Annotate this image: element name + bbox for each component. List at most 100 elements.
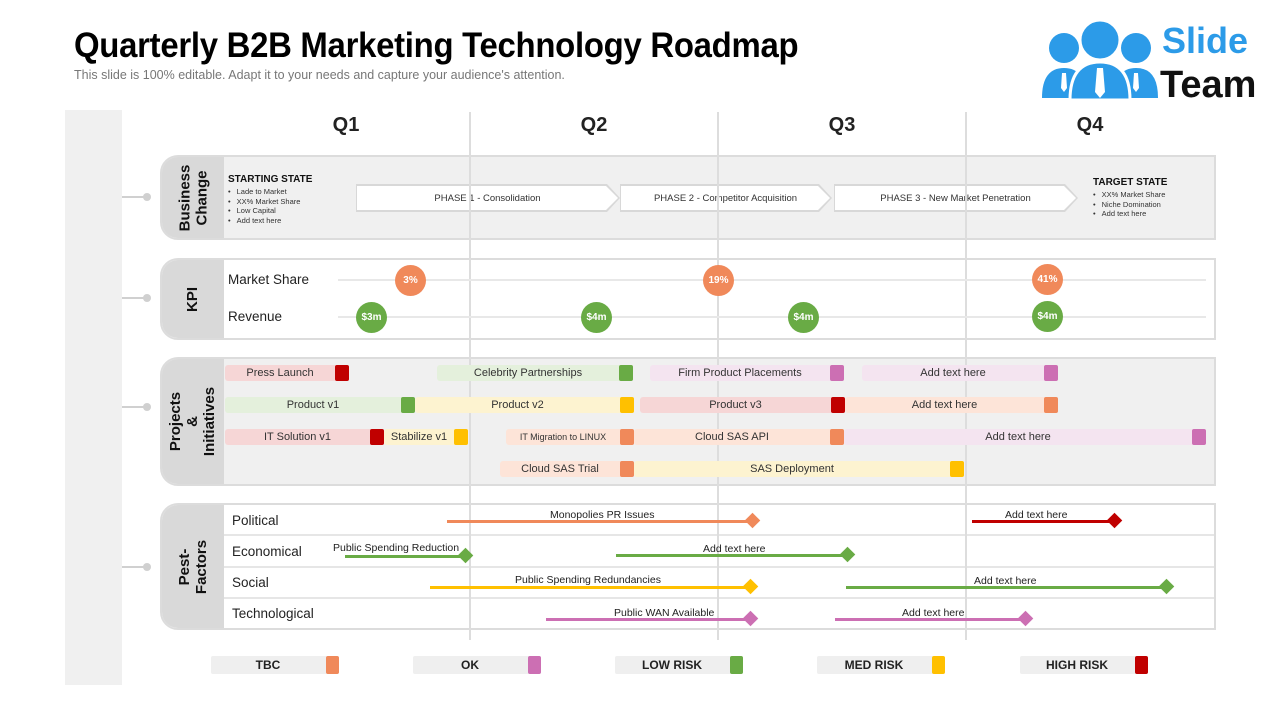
pest-row-economical: [224, 537, 1214, 568]
quarter-header-q3: Q3: [828, 114, 856, 136]
kpi-bubble-market-share: 3%: [395, 265, 426, 296]
project-bar[interactable]: Add text here: [862, 365, 1058, 381]
pest-timeline[interactable]: [835, 610, 1034, 627]
section-label-projects: Projects & Initiatives: [162, 359, 224, 484]
pest-item-label: Add text here: [1005, 509, 1068, 521]
status-tbc: [620, 461, 634, 477]
legend-med-risk: MED RISK: [817, 656, 945, 674]
status-tbc: [830, 429, 844, 445]
starting-state-title: STARTING STATE: [228, 174, 313, 185]
project-bar[interactable]: Firm Product Placements: [650, 365, 844, 381]
quarter-header-q1: Q1: [332, 114, 360, 136]
kpi-label-revenue: Revenue: [228, 309, 283, 324]
status-tbc: [620, 429, 634, 445]
kpi-bubble-market-share: 19%: [703, 265, 734, 296]
project-bar[interactable]: IT Solution v1: [225, 429, 384, 445]
project-bar[interactable]: Cloud SAS API: [634, 429, 844, 445]
starting-state-list: Lade to Market XX% Market Share Low Capi…: [228, 187, 312, 225]
phase-3-arrow: PHASE 3 - New Market Penetration: [835, 186, 1076, 210]
legend-swatch: [528, 656, 541, 674]
phase-1-arrow: PHASE 1 - Consolidation: [357, 186, 618, 210]
kpi-track-revenue: [338, 316, 1206, 318]
target-state-title: TARGET STATE: [1093, 177, 1168, 188]
status-low-risk: [401, 397, 415, 413]
phase-2-arrow: PHASE 2 - Competitor Acquisition: [621, 186, 830, 210]
pest-timeline[interactable]: [345, 547, 474, 564]
quarter-header-q4: Q4: [1076, 114, 1104, 136]
pest-timeline[interactable]: [447, 512, 761, 529]
slideteam-logo: Slide Team: [1040, 18, 1270, 106]
legend-tbc: TBC: [211, 656, 339, 674]
pest-label-social: Social: [232, 575, 269, 590]
status-ok: [1044, 365, 1058, 381]
legend-swatch: [1135, 656, 1148, 674]
project-bar[interactable]: Add text here: [844, 429, 1206, 445]
project-bar[interactable]: Product v1: [225, 397, 415, 413]
logo-text-slide: Slide: [1162, 20, 1249, 61]
pest-item-label: Add text here: [902, 607, 965, 619]
status-ok: [1192, 429, 1206, 445]
connector-pest: [122, 563, 151, 571]
pest-row-social: [224, 568, 1214, 599]
starting-state-item: XX% Market Share: [228, 197, 312, 207]
pest-row-political: [224, 505, 1214, 536]
status-med-risk: [454, 429, 468, 445]
connector-projects: [122, 403, 151, 411]
project-bar[interactable]: SAS Deployment: [634, 461, 964, 477]
status-high-risk: [370, 429, 384, 445]
pest-timeline[interactable]: [430, 578, 759, 595]
pest-timeline[interactable]: [616, 546, 856, 563]
project-bar[interactable]: Celebrity Partnerships: [437, 365, 633, 381]
connector-business-change: [122, 193, 151, 201]
kpi-track-market-share: [338, 279, 1206, 281]
pest-item-label: Public Spending Reduction: [333, 542, 460, 554]
kpi-bubble-revenue: $4m: [788, 302, 819, 333]
pest-timeline[interactable]: [546, 610, 759, 627]
status-ok: [830, 365, 844, 381]
connector-kpi: [122, 294, 151, 302]
kpi-bubble-revenue: $4m: [1032, 301, 1063, 332]
legend-low-risk: LOW RISK: [615, 656, 743, 674]
kpi-bubble-market-share: 41%: [1032, 264, 1063, 295]
pest-label-technological: Technological: [232, 606, 314, 621]
team-people-icon: [1042, 18, 1158, 102]
starting-state-item: Add text here: [228, 216, 312, 226]
kpi-label-market-share: Market Share: [228, 272, 310, 287]
target-state-item: Niche Domination: [1093, 200, 1167, 210]
pest-timeline[interactable]: [972, 512, 1123, 529]
section-label-business-change: Business Change: [162, 157, 224, 238]
kpi-bubble-revenue: $3m: [356, 302, 387, 333]
starting-state-item: Lade to Market: [228, 187, 312, 197]
status-high-risk: [335, 365, 349, 381]
target-state-item: Add text here: [1093, 209, 1167, 219]
project-bar[interactable]: Cloud SAS Trial: [500, 461, 634, 477]
starting-state-item: Low Capital: [228, 206, 312, 216]
pest-item-label: Add text here: [703, 543, 766, 555]
project-bar[interactable]: Press Launch: [225, 365, 349, 381]
legend-high-risk: HIGH RISK: [1020, 656, 1148, 674]
status-tbc: [1044, 397, 1058, 413]
pest-item-label: Public WAN Available: [614, 607, 715, 619]
kpi-bubble-revenue: $4m: [581, 302, 612, 333]
status-med-risk: [620, 397, 634, 413]
status-med-risk: [950, 461, 964, 477]
page-subtitle: This slide is 100% editable. Adapt it to…: [74, 68, 565, 82]
section-pest: Pest- Factors: [160, 503, 1216, 630]
section-kpi: KPI: [160, 258, 1216, 340]
target-state: TARGET STATE XX% Market Share Niche Domi…: [1093, 177, 1167, 219]
legend-ok: OK: [413, 656, 541, 674]
target-state-item: XX% Market Share: [1093, 190, 1167, 200]
project-bar[interactable]: Add text here: [845, 397, 1058, 413]
section-label-kpi: KPI: [162, 260, 224, 338]
project-bar[interactable]: Product v3: [640, 397, 845, 413]
pest-label-political: Political: [232, 513, 279, 528]
project-bar[interactable]: IT Migration to LINUX: [506, 429, 634, 445]
project-bar[interactable]: Stabilize v1: [384, 429, 468, 445]
legend-swatch: [932, 656, 945, 674]
project-bar[interactable]: Product v2: [415, 397, 634, 413]
left-rail: [65, 110, 122, 685]
pest-timeline[interactable]: [846, 578, 1175, 595]
status-high-risk: [831, 397, 845, 413]
pest-item-label: Monopolies PR Issues: [550, 509, 655, 521]
legend-swatch: [730, 656, 743, 674]
